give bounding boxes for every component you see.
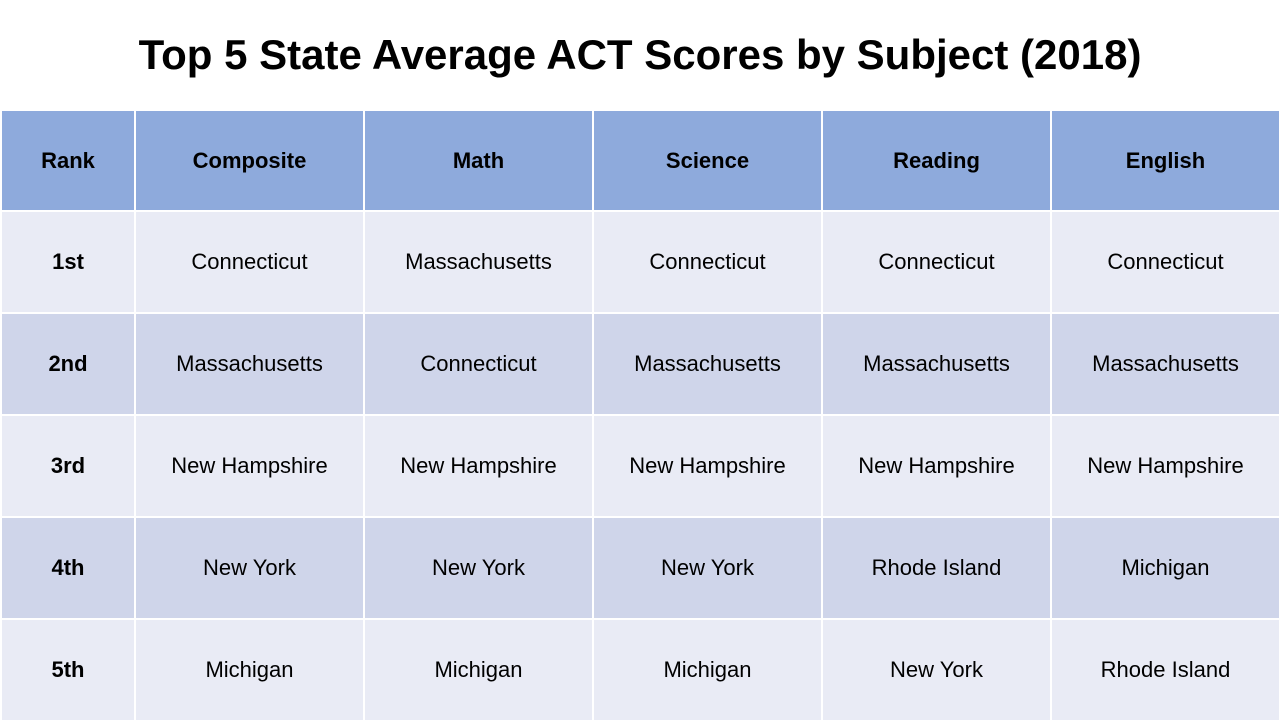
table-cell: New York — [592, 516, 823, 620]
table-cell: Massachusetts — [821, 312, 1052, 416]
table-cell: New Hampshire — [592, 414, 823, 518]
table-cell: Massachusetts — [1050, 312, 1280, 416]
rank-cell: 3rd — [0, 414, 136, 518]
slide-title: Top 5 State Average ACT Scores by Subjec… — [138, 31, 1142, 78]
table-row: 2nd Massachusetts Connecticut Massachuse… — [0, 312, 1280, 416]
table-cell: New York — [821, 618, 1052, 722]
table-cell: Connecticut — [1050, 210, 1280, 314]
rank-cell: 2nd — [0, 312, 136, 416]
table-cell: New Hampshire — [363, 414, 594, 518]
table-header-row: Rank Composite Math Science Reading Engl… — [0, 109, 1280, 212]
table-cell: Connecticut — [363, 312, 594, 416]
column-header-english: English — [1050, 109, 1280, 212]
column-header-rank: Rank — [0, 109, 136, 212]
table-cell: Massachusetts — [134, 312, 365, 416]
column-header-science: Science — [592, 109, 823, 212]
rank-cell: 4th — [0, 516, 136, 620]
table-cell: New York — [363, 516, 594, 620]
table-row: 3rd New Hampshire New Hampshire New Hamp… — [0, 414, 1280, 518]
table-cell: Massachusetts — [592, 312, 823, 416]
table-cell: Rhode Island — [821, 516, 1052, 620]
table-cell: Connecticut — [821, 210, 1052, 314]
table-cell: Connecticut — [592, 210, 823, 314]
table-cell: Michigan — [1050, 516, 1280, 620]
table-cell: New York — [134, 516, 365, 620]
rankings-table: Rank Composite Math Science Reading Engl… — [0, 109, 1280, 722]
column-header-composite: Composite — [134, 109, 365, 212]
table-cell: Michigan — [134, 618, 365, 722]
table-row: 4th New York New York New York Rhode Isl… — [0, 516, 1280, 620]
table-cell: Michigan — [592, 618, 823, 722]
column-header-math: Math — [363, 109, 594, 212]
rank-cell: 1st — [0, 210, 136, 314]
table-cell: Rhode Island — [1050, 618, 1280, 722]
table-cell: New Hampshire — [1050, 414, 1280, 518]
table-cell: Michigan — [363, 618, 594, 722]
table-cell: New Hampshire — [821, 414, 1052, 518]
column-header-reading: Reading — [821, 109, 1052, 212]
table-row: 5th Michigan Michigan Michigan New York … — [0, 618, 1280, 722]
rank-cell: 5th — [0, 618, 136, 722]
table-cell: Massachusetts — [363, 210, 594, 314]
table-row: 1st Connecticut Massachusetts Connecticu… — [0, 210, 1280, 314]
table-cell: New Hampshire — [134, 414, 365, 518]
table-cell: Connecticut — [134, 210, 365, 314]
